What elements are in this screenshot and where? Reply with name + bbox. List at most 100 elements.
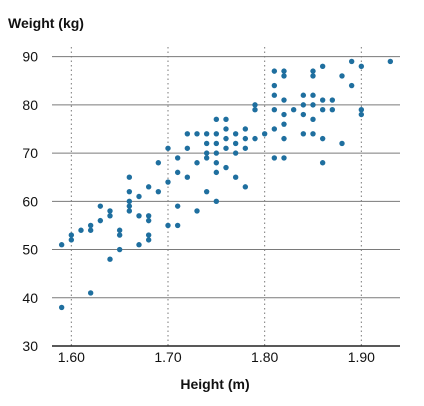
data-point [252,106,258,113]
data-point [194,160,200,166]
y-tick-label: 70 [22,145,38,161]
data-point [213,198,220,205]
horizontal-gridlines [52,56,400,299]
data-point [145,237,152,243]
data-point [319,135,326,142]
data-point [194,208,200,214]
data-point [107,208,113,214]
data-point [145,213,152,219]
data-point [242,126,249,132]
data-point [252,102,258,108]
data-point [203,188,210,195]
data-point [310,131,316,137]
data-point [252,135,258,142]
data-point [319,97,326,103]
y-tick-label: 90 [22,49,38,65]
data-point [107,256,113,262]
data-point [281,68,287,74]
data-point [97,217,104,224]
data-point [232,174,239,180]
data-point [281,135,287,142]
data-point [97,203,104,209]
data-point [242,135,249,142]
data-point [300,102,307,108]
y-axis-title: Weight (kg) [8,15,84,31]
data-point [136,193,142,200]
data-point [271,92,278,98]
data-point [174,203,181,209]
data-point [213,131,220,137]
data-point [281,155,287,161]
data-point [126,203,133,209]
tick-labels: 30 40 50 60 70 80 90 1.60 1.70 1.80 1.90 [22,49,375,365]
data-point [271,106,278,113]
y-tick-label: 40 [22,290,38,306]
data-point [300,92,307,98]
data-point [155,160,162,166]
data-point [319,63,326,69]
data-point [116,246,123,253]
data-point [310,102,316,108]
data-point [232,140,239,147]
data-point [281,97,287,103]
data-point [213,116,220,123]
data-point [223,135,229,142]
data-point [145,184,152,190]
vertical-gridlines [70,47,362,346]
data-point [290,106,297,113]
x-tick-label: 1.90 [348,349,375,365]
data-point [174,169,181,176]
data-point [339,73,345,79]
data-point [126,188,133,195]
data-point [271,126,278,132]
data-point [223,116,229,123]
data-point [136,213,142,219]
y-tick-label: 30 [22,338,38,354]
data-point [232,131,239,137]
data-point [223,164,229,171]
data-point [116,227,123,233]
data-point [203,155,210,161]
data-point [271,155,278,161]
data-point [78,227,84,233]
data-point [165,179,171,185]
data-point [271,68,278,74]
data-point [271,82,278,89]
data-point [203,140,210,147]
data-point [242,184,249,190]
data-point [281,121,287,127]
data-point [203,131,210,137]
data-point [87,227,94,233]
data-point [58,242,65,248]
x-tick-label: 1.70 [154,349,181,365]
data-point [184,145,191,151]
y-tick-label: 50 [22,242,38,258]
data-point [310,116,316,123]
data-point [242,145,249,151]
data-point [223,126,229,132]
data-point [329,106,336,113]
data-point [300,131,307,137]
data-point [348,82,355,89]
data-point [329,97,336,103]
data-point [261,131,268,137]
x-tick-label: 1.80 [251,349,278,365]
data-point [223,145,229,151]
data-point [155,188,162,195]
data-point [203,150,210,156]
data-point [107,213,113,219]
data-point [68,237,75,243]
data-point [319,106,326,113]
x-tick-label: 1.60 [58,349,85,365]
data-point [358,106,365,113]
data-point [310,92,316,98]
data-point [184,174,191,180]
data-point [348,58,355,65]
data-point [184,131,191,137]
data-point [165,222,171,229]
data-points [58,58,394,311]
data-point [213,140,220,147]
data-point [165,145,171,151]
